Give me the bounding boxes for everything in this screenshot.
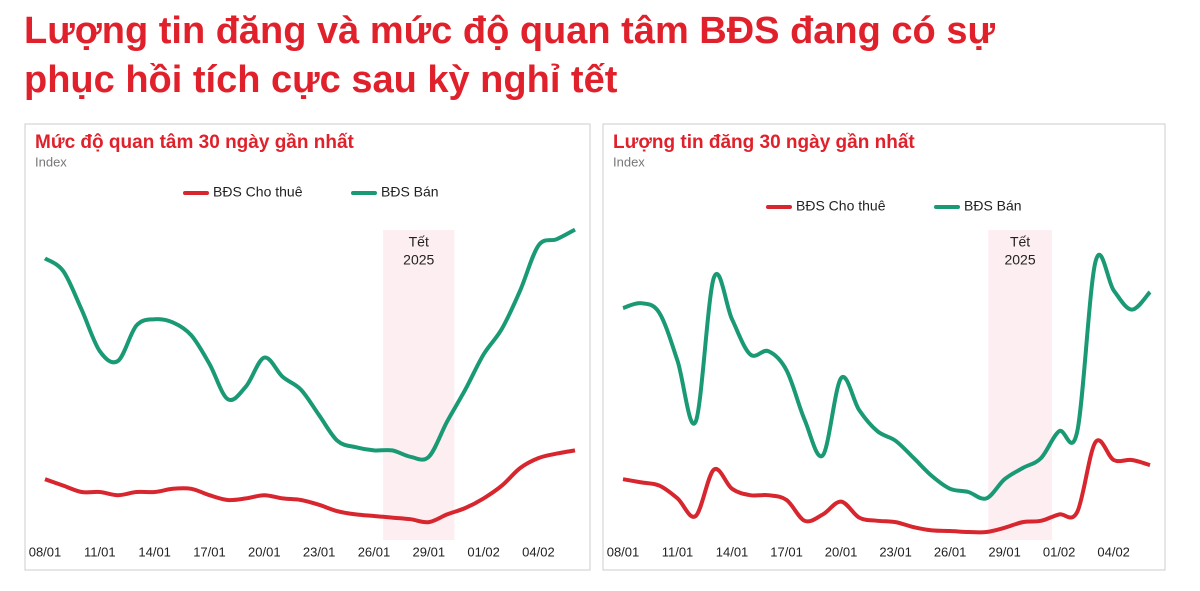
series-line (43, 227, 576, 462)
tet-label: 2025 (1004, 252, 1035, 268)
x-tick-label: 23/01 (303, 544, 336, 559)
x-tick-label: 08/01 (607, 544, 640, 559)
x-tick-label: 26/01 (358, 544, 391, 559)
legend-label: BĐS Bán (964, 198, 1022, 214)
x-tick-label: 20/01 (825, 544, 858, 559)
tet-label: 2025 (403, 252, 434, 268)
chart-title: Mức độ quan tâm 30 ngày gần nhất (35, 132, 355, 153)
series-line (622, 438, 1151, 535)
x-tick-label: 01/02 (1043, 544, 1076, 559)
x-tick-label: 14/01 (138, 544, 171, 559)
x-tick-label: 11/01 (662, 544, 694, 559)
x-tick-label: 11/01 (84, 544, 116, 559)
x-tick-label: 14/01 (716, 544, 749, 559)
series-line (622, 252, 1152, 501)
tet-highlight (383, 230, 455, 540)
tet-label: Tết (409, 234, 429, 250)
x-tick-label: 04/02 (1097, 544, 1130, 559)
page-title: phục hồi tích cực sau kỳ nghỉ tết (24, 59, 618, 101)
legend-label: BĐS Cho thuê (796, 198, 886, 214)
x-tick-label: 29/01 (988, 544, 1021, 559)
panel (602, 123, 1166, 571)
x-tick-label: 29/01 (413, 544, 446, 559)
legend-label: BĐS Bán (381, 184, 439, 200)
x-tick-label: 08/01 (29, 544, 62, 559)
page-title: Lượng tin đăng và mức độ quan tâm BĐS đa… (24, 10, 995, 52)
x-tick-label: 04/02 (522, 544, 555, 559)
legend-label: BĐS Cho thuê (213, 184, 303, 200)
tet-label: Tết (1010, 234, 1030, 250)
tet-highlight (988, 230, 1052, 540)
x-tick-label: 20/01 (248, 544, 281, 559)
x-tick-label: 17/01 (770, 544, 803, 559)
x-tick-label: 23/01 (879, 544, 912, 559)
x-tick-label: 01/02 (467, 544, 500, 559)
x-tick-label: 17/01 (193, 544, 226, 559)
chart-title: Lượng tin đăng 30 ngày gần nhất (613, 132, 915, 153)
y-axis-label: Index (35, 154, 67, 169)
series-line (44, 448, 576, 525)
y-axis-label: Index (613, 154, 645, 169)
x-tick-label: 26/01 (934, 544, 967, 559)
